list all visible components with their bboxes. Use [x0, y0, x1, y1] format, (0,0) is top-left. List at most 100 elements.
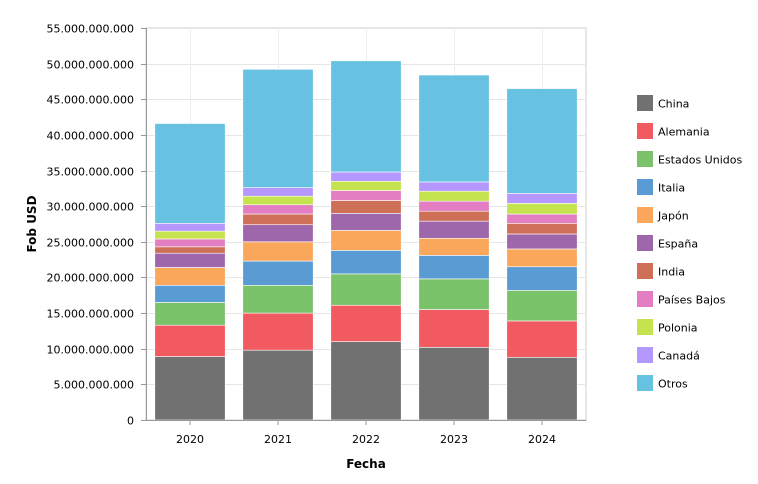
- bar-segment[interactable]: India: [330, 200, 402, 214]
- y-tick-label: 55.000.000.000: [47, 23, 134, 36]
- bar-segment[interactable]: Otros: [330, 60, 402, 173]
- x-tick-label: 2020: [176, 433, 204, 446]
- legend-label[interactable]: Alemania: [658, 126, 710, 139]
- bar-segment[interactable]: India: [506, 222, 578, 235]
- axes: 0 5.000.000.000 10.000.000.000 15.000.000.0…: [47, 23, 586, 446]
- legend-label[interactable]: España: [658, 238, 698, 251]
- x-axis-title: Fecha: [346, 457, 386, 471]
- bar-segment[interactable]: España: [154, 252, 226, 268]
- y-tick-label: 20.000.000.000: [47, 272, 134, 285]
- bar-segment[interactable]: China: [154, 356, 226, 421]
- legend-swatch[interactable]: [637, 235, 653, 251]
- legend-label[interactable]: Países Bajos: [658, 294, 726, 307]
- bar-segment[interactable]: Italia: [330, 250, 402, 275]
- bar-segment[interactable]: Otros: [242, 69, 314, 188]
- bar-segment[interactable]: Canadá: [506, 193, 578, 204]
- bar-segment[interactable]: Italia: [418, 255, 490, 280]
- bar-segment[interactable]: Otros: [506, 88, 578, 194]
- bar-segment[interactable]: Polonia: [418, 190, 490, 202]
- y-tick-label: 40.000.000.000: [47, 130, 134, 143]
- bar-segment[interactable]: China: [418, 346, 490, 421]
- y-tick-label: 50.000.000.000: [47, 59, 134, 72]
- bar-segment[interactable]: Canadá: [242, 187, 314, 197]
- bar-segment[interactable]: Estados Unidos: [506, 289, 578, 322]
- bar-segment[interactable]: Estados Unidos: [330, 273, 402, 306]
- legend-swatch[interactable]: [637, 123, 653, 139]
- x-tick-label: 2024: [528, 433, 556, 446]
- bar-segment[interactable]: China: [330, 341, 402, 421]
- bar-segment[interactable]: Países Bajos: [154, 238, 226, 248]
- bar-segment[interactable]: Países Bajos: [506, 213, 578, 224]
- x-tick-label: 2022: [352, 433, 380, 446]
- bar-segment[interactable]: España: [506, 233, 578, 250]
- legend-swatch[interactable]: [637, 375, 653, 391]
- legend-swatch[interactable]: [637, 179, 653, 195]
- bar-segment[interactable]: Japón: [242, 241, 314, 262]
- bar-segment[interactable]: Japón: [154, 267, 226, 286]
- y-tick-label: 45.000.000.000: [47, 94, 134, 107]
- bar-segment[interactable]: Estados Unidos: [242, 284, 314, 314]
- legend: China Alemania Estados Unidos Italia Japón Es…: [637, 95, 742, 391]
- bar-segment[interactable]: Italia: [242, 260, 314, 286]
- legend-swatch[interactable]: [637, 95, 653, 111]
- legend-swatch[interactable]: [637, 151, 653, 167]
- bar-segment[interactable]: España: [330, 213, 402, 231]
- y-tick-label: 35.000.000.000: [47, 166, 134, 179]
- bar-segment[interactable]: Japón: [330, 230, 402, 251]
- bar-segment[interactable]: España: [418, 220, 490, 239]
- bar-segment[interactable]: Alemania: [330, 304, 402, 342]
- bar-segment[interactable]: China: [506, 356, 578, 421]
- bar-segment[interactable]: Polonia: [506, 203, 578, 215]
- legend-swatch[interactable]: [637, 319, 653, 335]
- legend-label[interactable]: Estados Unidos: [658, 154, 742, 167]
- bar-segment[interactable]: Italia: [506, 266, 578, 291]
- y-tick-label: 0: [127, 415, 134, 428]
- bar-segment[interactable]: Japón: [506, 248, 578, 268]
- bar-segment[interactable]: Países Bajos: [330, 190, 402, 201]
- bar-segment[interactable]: Países Bajos: [418, 200, 490, 212]
- bar-segment[interactable]: India: [154, 246, 226, 254]
- bar-segment[interactable]: Alemania: [242, 312, 314, 351]
- bar-segment[interactable]: India: [418, 210, 490, 222]
- bar-segment[interactable]: Otros: [418, 74, 490, 183]
- bar-segment[interactable]: Países Bajos: [242, 204, 314, 215]
- legend-label[interactable]: Canadá: [658, 350, 700, 363]
- y-tick-label: 30.000.000.000: [47, 201, 134, 214]
- legend-label[interactable]: Italia: [658, 182, 685, 195]
- bar-segment[interactable]: Polonia: [154, 230, 226, 240]
- bar-segment[interactable]: Italia: [154, 284, 226, 303]
- legend-label[interactable]: Otros: [658, 378, 688, 391]
- y-tick-label: 10.000.000.000: [47, 344, 134, 357]
- x-tick-label: 2021: [264, 433, 292, 446]
- legend-swatch[interactable]: [637, 291, 653, 307]
- bar-segment[interactable]: Canadá: [418, 181, 490, 192]
- bar-segment[interactable]: España: [242, 224, 314, 243]
- legend-label[interactable]: Polonia: [658, 322, 698, 335]
- bar-segment[interactable]: China: [242, 349, 314, 421]
- y-axis-title: Fob USD: [25, 195, 39, 252]
- bar-segment[interactable]: Alemania: [154, 324, 226, 357]
- x-tick-label: 2023: [440, 433, 468, 446]
- y-tick-label: 5.000.000.000: [54, 379, 134, 392]
- bar-segment[interactable]: Polonia: [330, 180, 402, 191]
- legend-label[interactable]: China: [658, 98, 689, 111]
- bar-segment[interactable]: Alemania: [506, 320, 578, 358]
- bar-segment[interactable]: India: [242, 213, 314, 226]
- bar-segment[interactable]: Japón: [418, 237, 490, 256]
- bar-segment[interactable]: Canadá: [154, 222, 226, 232]
- bar-segment[interactable]: Estados Unidos: [418, 278, 490, 310]
- bar-segment[interactable]: Alemania: [418, 309, 490, 348]
- legend-swatch[interactable]: [637, 347, 653, 363]
- legend-label[interactable]: India: [658, 266, 685, 279]
- legend-swatch[interactable]: [637, 263, 653, 279]
- bar-segment[interactable]: Canadá: [330, 171, 402, 182]
- y-tick-label: 25.000.000.000: [47, 237, 134, 250]
- bar-segment[interactable]: Otros: [154, 123, 226, 224]
- legend-label[interactable]: Japón: [657, 210, 689, 223]
- bar-segment[interactable]: Polonia: [242, 195, 314, 206]
- legend-swatch[interactable]: [637, 207, 653, 223]
- bar-segment[interactable]: Estados Unidos: [154, 302, 226, 326]
